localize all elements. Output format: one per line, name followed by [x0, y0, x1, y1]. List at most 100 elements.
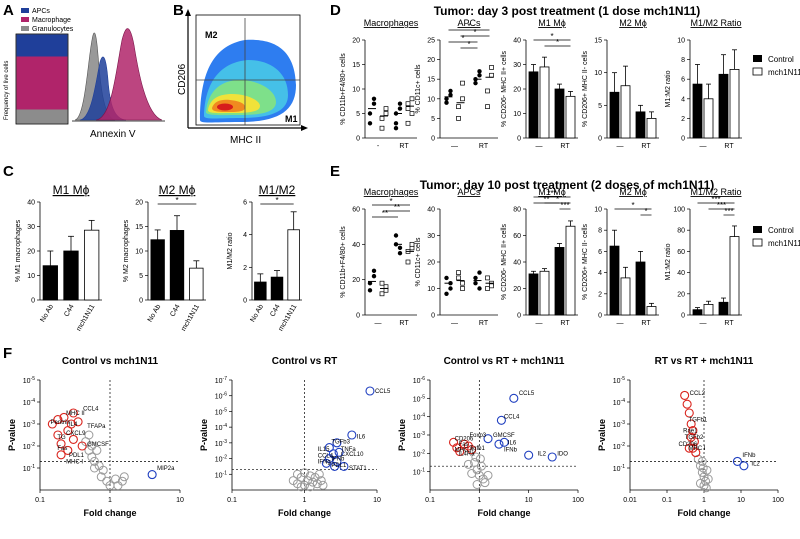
gene-label: Pentrin	[51, 420, 70, 426]
y-tick-label: 10	[27, 273, 35, 280]
y-tick-exponent: -3	[31, 420, 36, 426]
point-control	[448, 88, 453, 94]
y-tick-label: 20	[352, 277, 360, 284]
y-tick-label: 40	[427, 207, 435, 214]
chart-title: Control vs RT + mch1N11	[444, 356, 565, 367]
gene-label: MHC I	[689, 446, 706, 452]
y-tick-exponent: -1	[421, 468, 426, 474]
point-upregulated	[339, 461, 349, 471]
point-nonsignificant	[113, 481, 123, 491]
significance-label: *	[644, 207, 647, 216]
panel-b: M2 M1 CD206 MHC II	[177, 9, 308, 146]
y-tick-label: 6	[243, 200, 247, 207]
panel-letter-a: A	[3, 2, 14, 19]
frequency-bar-frame	[15, 33, 69, 125]
point-control	[397, 106, 403, 111]
chart-title: M2 Mϕ	[619, 18, 647, 28]
gene-label: TGFb1	[689, 418, 708, 424]
y-tick-label: 40	[352, 242, 360, 249]
y-tick-label: 10-4	[215, 423, 227, 432]
point-downregulated	[53, 430, 63, 440]
bar	[150, 239, 165, 301]
x-tick-label: 0.01	[623, 497, 637, 504]
y-axis-label: M1:M2 ratio	[665, 70, 672, 107]
point-upregulated	[483, 434, 493, 444]
gene-label: MHC II	[455, 448, 474, 454]
y-tick-label: 8	[681, 57, 685, 64]
significance-label: *	[461, 34, 464, 43]
point-nonsignificant	[697, 467, 707, 477]
point-downregulated	[77, 441, 87, 451]
chart-c2: 0 5 10 15 20 % M2 macrophages M2 Mϕ No Ab C44mch…	[123, 183, 206, 333]
y-tick-label: 60	[352, 207, 360, 214]
y-tick-label: 5	[431, 116, 435, 123]
point-treated	[379, 125, 385, 131]
y-tick-label: 10-3	[613, 420, 625, 429]
y-tick-label: 10-6	[215, 392, 227, 401]
y-tick-label: 80	[677, 228, 685, 235]
y-tick-label: 20	[27, 249, 35, 256]
point-nonsignificant	[314, 469, 324, 479]
gene-label: IL2	[751, 462, 760, 468]
point-downregulated	[53, 415, 63, 425]
y-tick-label: 10	[513, 111, 521, 118]
point-control	[473, 281, 478, 286]
chart-e5: 0 20 40 60 80 100 M1:M2 ratio M1/M2 Ratio — RT ***…	[665, 187, 742, 327]
y-tick-label: 25	[427, 38, 435, 45]
y-tick-label: 6	[681, 77, 685, 84]
legend-treated-label: mch1N11	[768, 68, 800, 77]
point-control	[473, 80, 478, 86]
significance-label: ***	[717, 201, 726, 210]
point-nonsignificant	[296, 482, 306, 492]
category-label: No Ab	[39, 303, 55, 323]
gene-label: CCL4	[318, 453, 334, 459]
y-tick-label: 4	[243, 232, 247, 239]
y-tick-label: 10-2	[23, 442, 35, 451]
point-nonsignificant	[300, 468, 309, 478]
bar-treated	[729, 69, 740, 139]
point-downregulated	[56, 450, 66, 460]
point-control	[477, 270, 482, 275]
point-control	[393, 121, 399, 126]
point-treated	[485, 286, 490, 291]
y-tick-label: 10	[427, 96, 435, 103]
gene-label: CCL5	[375, 389, 391, 395]
point-treated	[456, 275, 461, 281]
point-nonsignificant	[84, 430, 94, 440]
point-nonsignificant	[96, 472, 106, 482]
y-axis-label: P-value	[397, 419, 407, 451]
chart-f4: 10-5 10-4 10-3 10-2 10-1 0.01 0.1 1 10 100 CCL2 TGF…	[597, 356, 784, 518]
chart-f2: 10-7 10-6 10-5 10-4 10-3 10-2 10-1 0.1 1 10 CCL5 IL…	[199, 356, 391, 518]
point-nonsignificant	[701, 483, 711, 493]
gene-label: TNFa	[341, 447, 357, 453]
y-tick-label: 20	[427, 57, 435, 64]
point-upregulated	[496, 415, 506, 425]
point-downregulated	[56, 439, 66, 449]
bar	[42, 265, 58, 301]
point-nonsignificant	[695, 478, 705, 488]
chart-d5: 0 2 4 6 8 10 M1:M2 ratio M1/M2 Ratio — RT	[665, 18, 742, 150]
panel-a-ylabel: Frequency of live cells	[4, 61, 10, 120]
point-nonsignificant	[305, 471, 315, 481]
y-axis-label: % CD206+ MHC II- cells	[582, 50, 589, 127]
y-tick-exponent: -6	[421, 376, 426, 382]
y-tick-label: 0	[517, 136, 521, 143]
point-treated	[405, 106, 411, 111]
gene-label: IL2	[538, 451, 547, 457]
bar-treated	[620, 277, 631, 316]
point-upregulated	[332, 438, 342, 448]
bar	[169, 230, 185, 301]
gene-label: MHC II	[66, 411, 85, 417]
chart-d4: 0 5 10 15 % CD206+ MHC II- cells M2 Mϕ — RT	[582, 18, 659, 150]
legend-control-label: Control	[768, 55, 794, 64]
category-label: C44	[63, 303, 76, 318]
y-tick-label: 10-2	[413, 449, 425, 458]
y-tick-exponent: -4	[223, 423, 228, 429]
y-tick-label: 5	[139, 273, 143, 280]
gene-label: CD206	[679, 442, 698, 448]
gene-label: GMCSF	[493, 433, 515, 439]
y-tick-label: 10-4	[613, 398, 625, 407]
y-tick-label: 60	[513, 233, 521, 240]
point-nonsignificant	[483, 470, 493, 480]
